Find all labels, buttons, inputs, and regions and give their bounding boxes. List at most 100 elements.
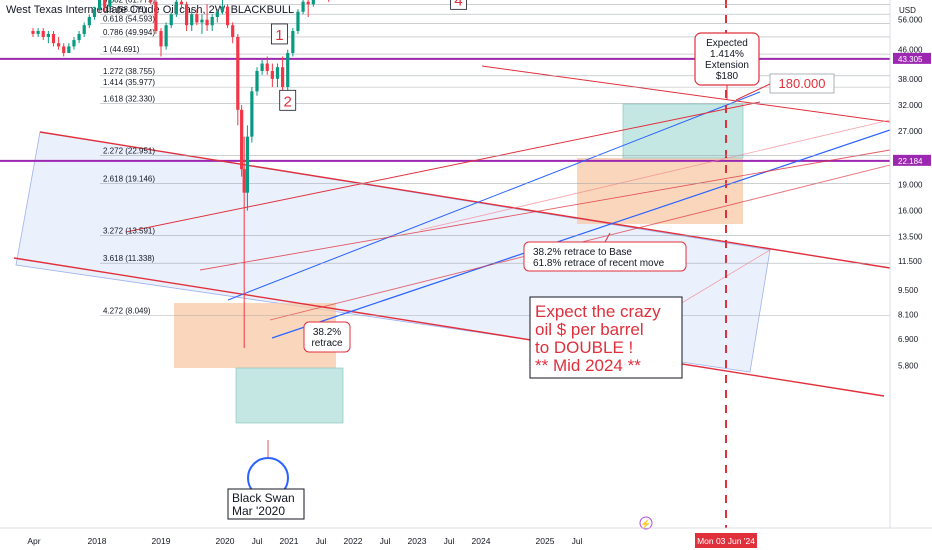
forecast-box <box>529 296 683 379</box>
time-tick: 2023 <box>408 536 427 546</box>
cursor-date-box <box>695 533 757 548</box>
candle-body <box>179 1 184 5</box>
candle-body <box>215 11 219 17</box>
retrace-wave4-text: 61.8% retrace of recent move <box>533 258 665 269</box>
price-tick: 38.000 <box>898 75 923 84</box>
candles-layer <box>31 0 330 348</box>
price-tick: 8.100 <box>898 310 919 319</box>
down-channel-top <box>39 131 891 269</box>
time-tick: Jul <box>380 536 391 546</box>
candle-body <box>41 30 45 37</box>
wave-label-2: 2 <box>284 93 292 110</box>
retrace-wave2-text: 38.2% <box>313 327 341 338</box>
wave-label-box <box>270 23 288 45</box>
candle-body <box>72 40 76 47</box>
blue-channel-upper <box>227 91 761 301</box>
fib-label: 3.272 (13.591) <box>103 227 155 236</box>
time-tick: Jul <box>316 536 327 546</box>
candle-body <box>240 109 244 170</box>
candle-body <box>200 19 204 23</box>
fib-label: 3.618 (11.338) <box>103 254 155 263</box>
candle-body <box>57 43 61 47</box>
wave-label-4: 4 <box>454 0 462 9</box>
candle-body <box>149 0 153 2</box>
black-swan-text: Black Swan <box>232 491 295 505</box>
time-tick: 2021 <box>280 536 299 546</box>
candle-body <box>265 63 269 71</box>
candle-body <box>231 25 235 37</box>
fib-label: 1.272 (38.755) <box>103 67 155 76</box>
lightning-icon <box>639 516 653 530</box>
price-tick: 6.900 <box>898 335 919 344</box>
candle-body <box>164 25 168 47</box>
fib-label: 1 (44.691) <box>103 45 140 54</box>
red-fan-1 <box>125 101 761 233</box>
candle-body <box>92 9 97 17</box>
down-channel-bottom <box>13 257 885 397</box>
candle-body <box>77 33 81 41</box>
candle-body <box>255 70 259 92</box>
trendline-layer <box>0 0 891 528</box>
wave-label-1: 1 <box>275 27 283 44</box>
fib-label: 1.618 (32.330) <box>103 94 155 103</box>
candle-body <box>154 1 158 31</box>
price-tick: 46.000 <box>898 46 923 55</box>
candle-body <box>301 1 305 12</box>
candle-body <box>242 169 246 193</box>
candle-body <box>275 67 280 79</box>
cursor-date-label: Mon 03 Jun '24 <box>697 536 755 546</box>
time-tick: Apr <box>27 536 40 546</box>
candle-body <box>291 30 295 54</box>
fib-label: 0.618 (54.593) <box>103 15 155 24</box>
blue-channel-lower <box>271 129 891 339</box>
price-label-text: 22.184 <box>898 157 923 166</box>
candle-body <box>36 30 40 34</box>
price-axis-layer: USD340.000230.000190.000160.000130.00094… <box>889 0 932 550</box>
candle-body <box>87 16 91 26</box>
time-axis-layer: Apr 2018 2019 2020 Jul 2021 Jul 2022 Jul 2023 Jul 2… <box>0 527 932 548</box>
price-tick: 16.000 <box>898 207 923 216</box>
candle-body <box>250 91 254 137</box>
candle-body <box>225 6 230 26</box>
candle-body <box>195 14 199 23</box>
candle-body <box>103 0 107 7</box>
candle-body <box>190 14 194 26</box>
candle-body <box>210 16 214 26</box>
fib-label: 0.382 (61.779) <box>103 0 155 5</box>
price-tick: 27.000 <box>898 127 923 136</box>
candle-body <box>185 4 189 26</box>
fib-label: 0.5 (58.075) <box>103 5 146 14</box>
red-fan-4 <box>419 119 891 231</box>
candle-body <box>281 67 285 88</box>
candle-body <box>97 0 102 10</box>
price-tick: 13.500 <box>898 233 923 242</box>
time-tick: 2024 <box>472 536 491 546</box>
black-swan-box <box>227 488 305 520</box>
expected-text: 1.414% <box>710 49 744 60</box>
expected-text: Expected <box>706 38 748 49</box>
candle-body <box>296 11 300 31</box>
fib-label: 2.272 (22.951) <box>103 147 155 156</box>
red-fan-2 <box>199 149 891 271</box>
fib-label: 4.272 (8.049) <box>103 306 151 315</box>
candle-body <box>51 33 56 44</box>
candle-body <box>286 53 290 88</box>
time-tick: Jul <box>252 536 263 546</box>
time-tick: 2020 <box>216 536 235 546</box>
fib-label: 2.618 (19.146) <box>103 174 155 183</box>
price-tick: 56.000 <box>898 16 923 25</box>
retrace-wave2-box <box>303 321 351 353</box>
fib-layer: 0 (75.467)0.382 (61.779)0.5 (58.075)0.61… <box>100 0 890 316</box>
forecast-text: oil $ per barrel <box>535 320 644 339</box>
retrace-wave4-text: 38.2% retrace to Base <box>533 247 632 258</box>
candle-body <box>205 19 209 26</box>
candle-body <box>306 1 310 5</box>
time-tick: Jul <box>444 536 455 546</box>
candle-body <box>174 1 178 15</box>
candle-body <box>169 14 173 26</box>
candle-body <box>220 6 225 12</box>
price-label-box <box>893 52 931 64</box>
time-tick: 2022 <box>344 536 363 546</box>
price-tick: 19.000 <box>898 180 923 189</box>
